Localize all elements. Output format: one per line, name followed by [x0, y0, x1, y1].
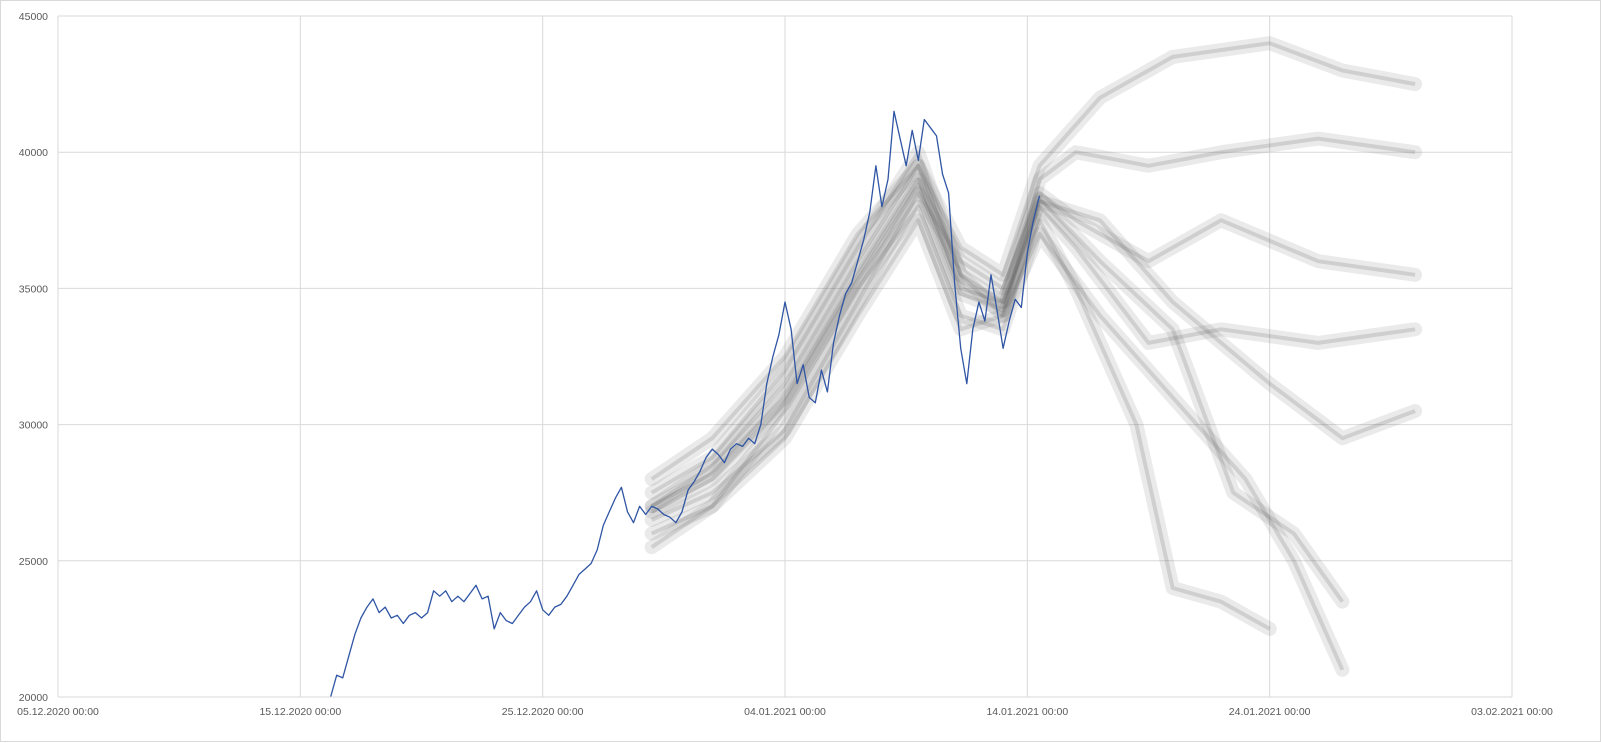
gridlines	[57, 15, 1513, 698]
y-tick-label: 20000	[19, 692, 48, 704]
forecast-paths	[644, 36, 1423, 677]
x-tick-label: 03.02.2021 00:00	[1471, 706, 1553, 718]
actual-price-line	[329, 110, 1041, 697]
y-tick-label: 25000	[19, 556, 48, 568]
forecast-path	[650, 136, 1416, 495]
y-tick-label: 30000	[19, 420, 48, 432]
forecast-path-band	[644, 172, 1423, 514]
forecast-path	[650, 191, 1416, 522]
forecast-path	[650, 218, 1345, 671]
forecast-path-band	[644, 186, 1423, 527]
forecast-path	[650, 177, 1416, 509]
forecast-path-band	[644, 158, 1423, 514]
x-tick-label: 04.01.2021 00:00	[744, 706, 826, 718]
forecast-path-band	[644, 177, 1350, 609]
forecast-path-band	[644, 213, 1350, 677]
x-tick-label: 15.12.2020 00:00	[259, 706, 341, 718]
forecast-path	[650, 41, 1416, 481]
actual-series	[329, 110, 1041, 697]
forecast-path	[650, 204, 1271, 631]
x-tick-label: 14.01.2021 00:00	[986, 706, 1068, 718]
forecast-path	[650, 182, 1345, 603]
forecast-path-band	[644, 36, 1423, 487]
y-tick-label: 40000	[19, 147, 48, 159]
y-tick-label: 35000	[19, 283, 48, 295]
forecast-path-band	[644, 199, 1277, 636]
x-tick-label: 24.01.2021 00:00	[1229, 706, 1311, 718]
axes: 20000 25000 30000 35000 40000 45000 05.12.2020…	[17, 11, 1553, 718]
x-tick-label: 25.12.2020 00:00	[502, 706, 584, 718]
x-tick-label: 05.12.2020 00:00	[17, 706, 99, 718]
forecast-path	[650, 163, 1416, 508]
y-tick-label: 45000	[19, 11, 48, 23]
forecast-path-band	[644, 131, 1423, 500]
